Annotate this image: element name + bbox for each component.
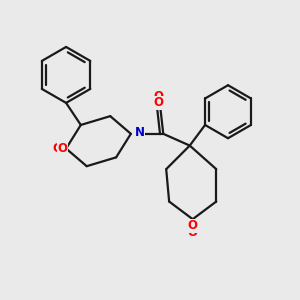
Text: O: O (154, 96, 164, 110)
Text: O: O (154, 90, 164, 103)
Text: N: N (134, 126, 144, 139)
Text: N: N (134, 126, 144, 139)
Text: O: O (58, 142, 68, 155)
Text: O: O (52, 142, 62, 155)
Text: O: O (188, 226, 198, 239)
Text: O: O (188, 219, 198, 232)
